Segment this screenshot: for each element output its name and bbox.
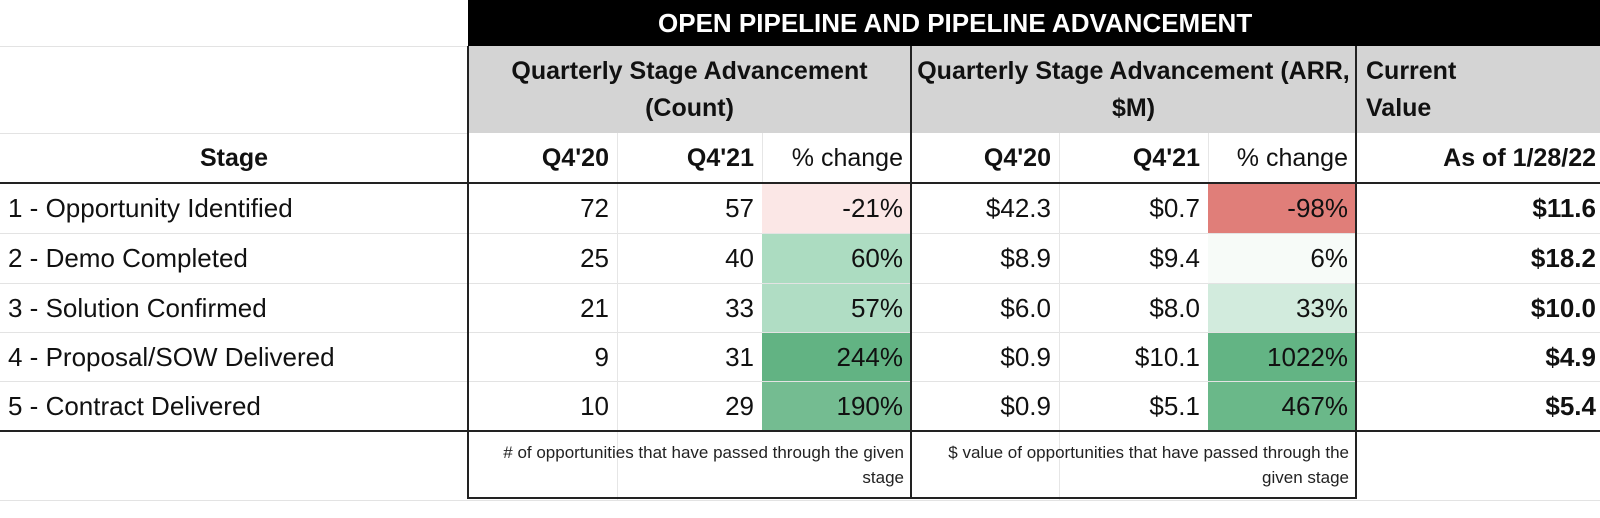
header-current: As of 1/28/22 [1443, 143, 1596, 172]
cell-arr-q4-21: $5.1 [1149, 390, 1200, 421]
cell-count-q4-20: 72 [580, 193, 609, 223]
cell-stage: 1 - Opportunity Identified [8, 193, 293, 223]
cell-count-pct: 57% [762, 284, 911, 332]
group-header-arr: Quarterly Stage Advancement (ARR, $M) [911, 46, 1356, 133]
cell-count-pct: 244% [762, 333, 911, 381]
cell-arr-q4-21: $8.0 [1149, 292, 1200, 323]
footnote-arr: $ value of opportunities that have passe… [948, 443, 1349, 487]
cell-count-q4-21: 31 [725, 341, 754, 372]
cell-count-pct: 60% [762, 234, 911, 283]
cell-count-q4-21: 29 [725, 390, 754, 421]
cell-current: $5.4 [1545, 390, 1596, 421]
header-count-pct: % change [791, 143, 903, 172]
cell-current: $4.9 [1545, 341, 1596, 372]
header-arr-q4-20: Q4'20 [983, 143, 1051, 172]
header-count-q4-20: Q4'20 [541, 143, 609, 172]
cell-arr-q4-21: $9.4 [1149, 243, 1200, 273]
footnote-count: # of opportunities that have passed thro… [503, 443, 904, 487]
header-bottom-border [0, 182, 1600, 184]
cell-arr-pct: 467% [1208, 382, 1356, 430]
cell-count-q4-20: 9 [594, 341, 609, 372]
cell-arr-pct: 6% [1208, 234, 1356, 283]
cell-count-q4-21: 40 [725, 243, 754, 273]
cell-arr-q4-20: $0.9 [1000, 390, 1051, 421]
cell-stage: 3 - Solution Confirmed [8, 292, 267, 323]
group-divider-2 [1355, 46, 1357, 499]
group-header-current: Current Value [1356, 46, 1600, 133]
current-line-2: Value [1366, 93, 1432, 122]
cell-arr-q4-20: $0.9 [1000, 341, 1051, 372]
current-line-1: Current [1366, 56, 1457, 85]
header-count-q4-21: Q4'21 [686, 143, 754, 172]
cell-arr-q4-20: $42.3 [985, 193, 1051, 223]
body-bottom-border [0, 430, 1600, 432]
cell-count-pct: 190% [762, 382, 911, 430]
cell-current: $11.6 [1532, 193, 1596, 223]
cell-count-pct: -21% [762, 184, 911, 233]
cell-arr-pct: 33% [1208, 284, 1356, 332]
header-arr-pct: % change [1236, 143, 1348, 172]
cell-count-q4-20: 25 [580, 243, 609, 273]
cell-stage: 5 - Contract Delivered [8, 390, 261, 421]
header-stage: Stage [199, 143, 269, 172]
cell-arr-pct: -98% [1208, 184, 1356, 233]
cell-current: $10.0 [1530, 292, 1596, 323]
notes-bottom-border [468, 497, 1357, 499]
header-arr-q4-21: Q4'21 [1132, 143, 1200, 172]
table-title: OPEN PIPELINE AND PIPELINE ADVANCEMENT [468, 0, 1600, 46]
cell-count-q4-20: 21 [580, 292, 609, 323]
cell-arr-q4-21: $0.7 [1149, 193, 1200, 223]
cell-stage: 4 - Proposal/SOW Delivered [8, 341, 335, 372]
cell-count-q4-20: 10 [580, 390, 609, 421]
cell-arr-q4-20: $8.9 [1000, 243, 1051, 273]
cell-arr-q4-20: $6.0 [1000, 292, 1051, 323]
group-header-count: Quarterly Stage Advancement (Count) [468, 46, 911, 133]
cell-arr-q4-21: $10.1 [1134, 341, 1200, 372]
cell-count-q4-21: 33 [725, 292, 754, 323]
left-border [467, 46, 469, 499]
cell-count-q4-21: 57 [725, 193, 754, 223]
cell-current: $18.2 [1530, 243, 1596, 273]
cell-stage: 2 - Demo Completed [8, 243, 248, 273]
cell-arr-pct: 1022% [1208, 333, 1356, 381]
group-divider-1 [910, 46, 912, 499]
